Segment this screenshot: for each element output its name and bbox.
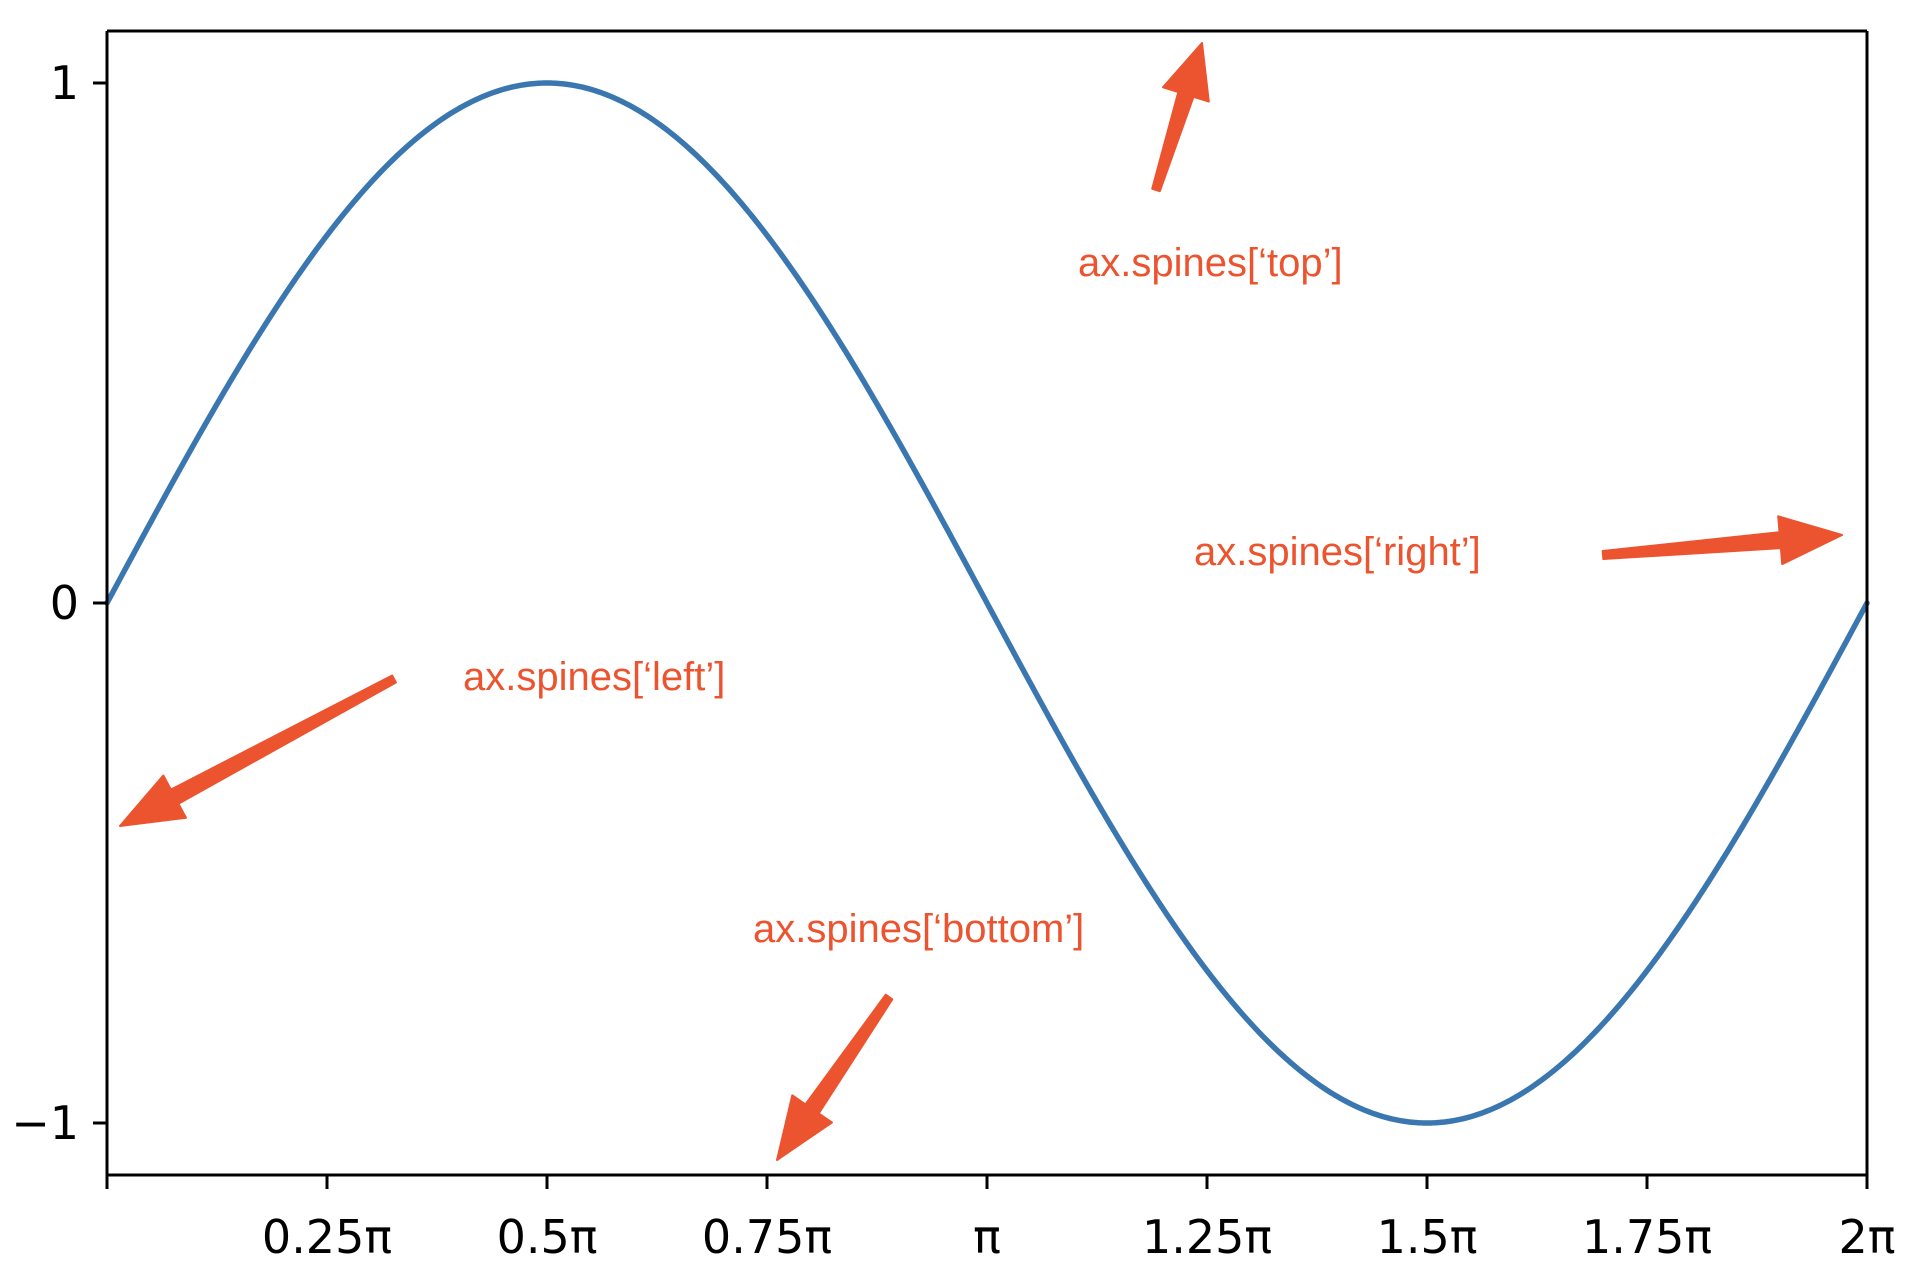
y-tick-label: −1 <box>11 1096 79 1150</box>
annotation-label-right: ax.spines[‘right’] <box>1194 530 1481 574</box>
spine-annotations: ax.spines[‘top’] ax.spines[‘right’] ax.spi… <box>119 42 1843 1161</box>
x-tick-label: 2π <box>1839 1210 1896 1264</box>
y-tick-label: 0 <box>50 576 79 630</box>
axis-ticks: 0.25π 0.5π 0.75π π 1.25π 1.5π 1.75π 2π 1 0 −1 <box>11 56 1895 1264</box>
x-tick-label: 0.75π <box>702 1210 832 1264</box>
annotation-arrow-right <box>1601 515 1843 566</box>
x-tick-label: 0.5π <box>497 1210 598 1264</box>
x-tick-label: 1.75π <box>1582 1210 1712 1264</box>
x-tick-label: 1.5π <box>1377 1210 1478 1264</box>
x-tick-label: π <box>973 1210 1001 1264</box>
annotation-arrow-top <box>1151 42 1210 193</box>
x-tick-label: 1.25π <box>1142 1210 1272 1264</box>
x-tick-label: 0.25π <box>262 1210 392 1264</box>
sine-series-line <box>104 80 1870 1126</box>
annotation-arrow-bottom <box>776 993 894 1161</box>
annotation-arrow-left <box>119 674 397 827</box>
annotation-label-top: ax.spines[‘top’] <box>1078 241 1343 285</box>
annotation-label-bottom: ax.spines[‘bottom’] <box>753 907 1084 951</box>
y-tick-label: 1 <box>50 56 79 110</box>
annotation-label-left: ax.spines[‘left’] <box>463 655 725 699</box>
